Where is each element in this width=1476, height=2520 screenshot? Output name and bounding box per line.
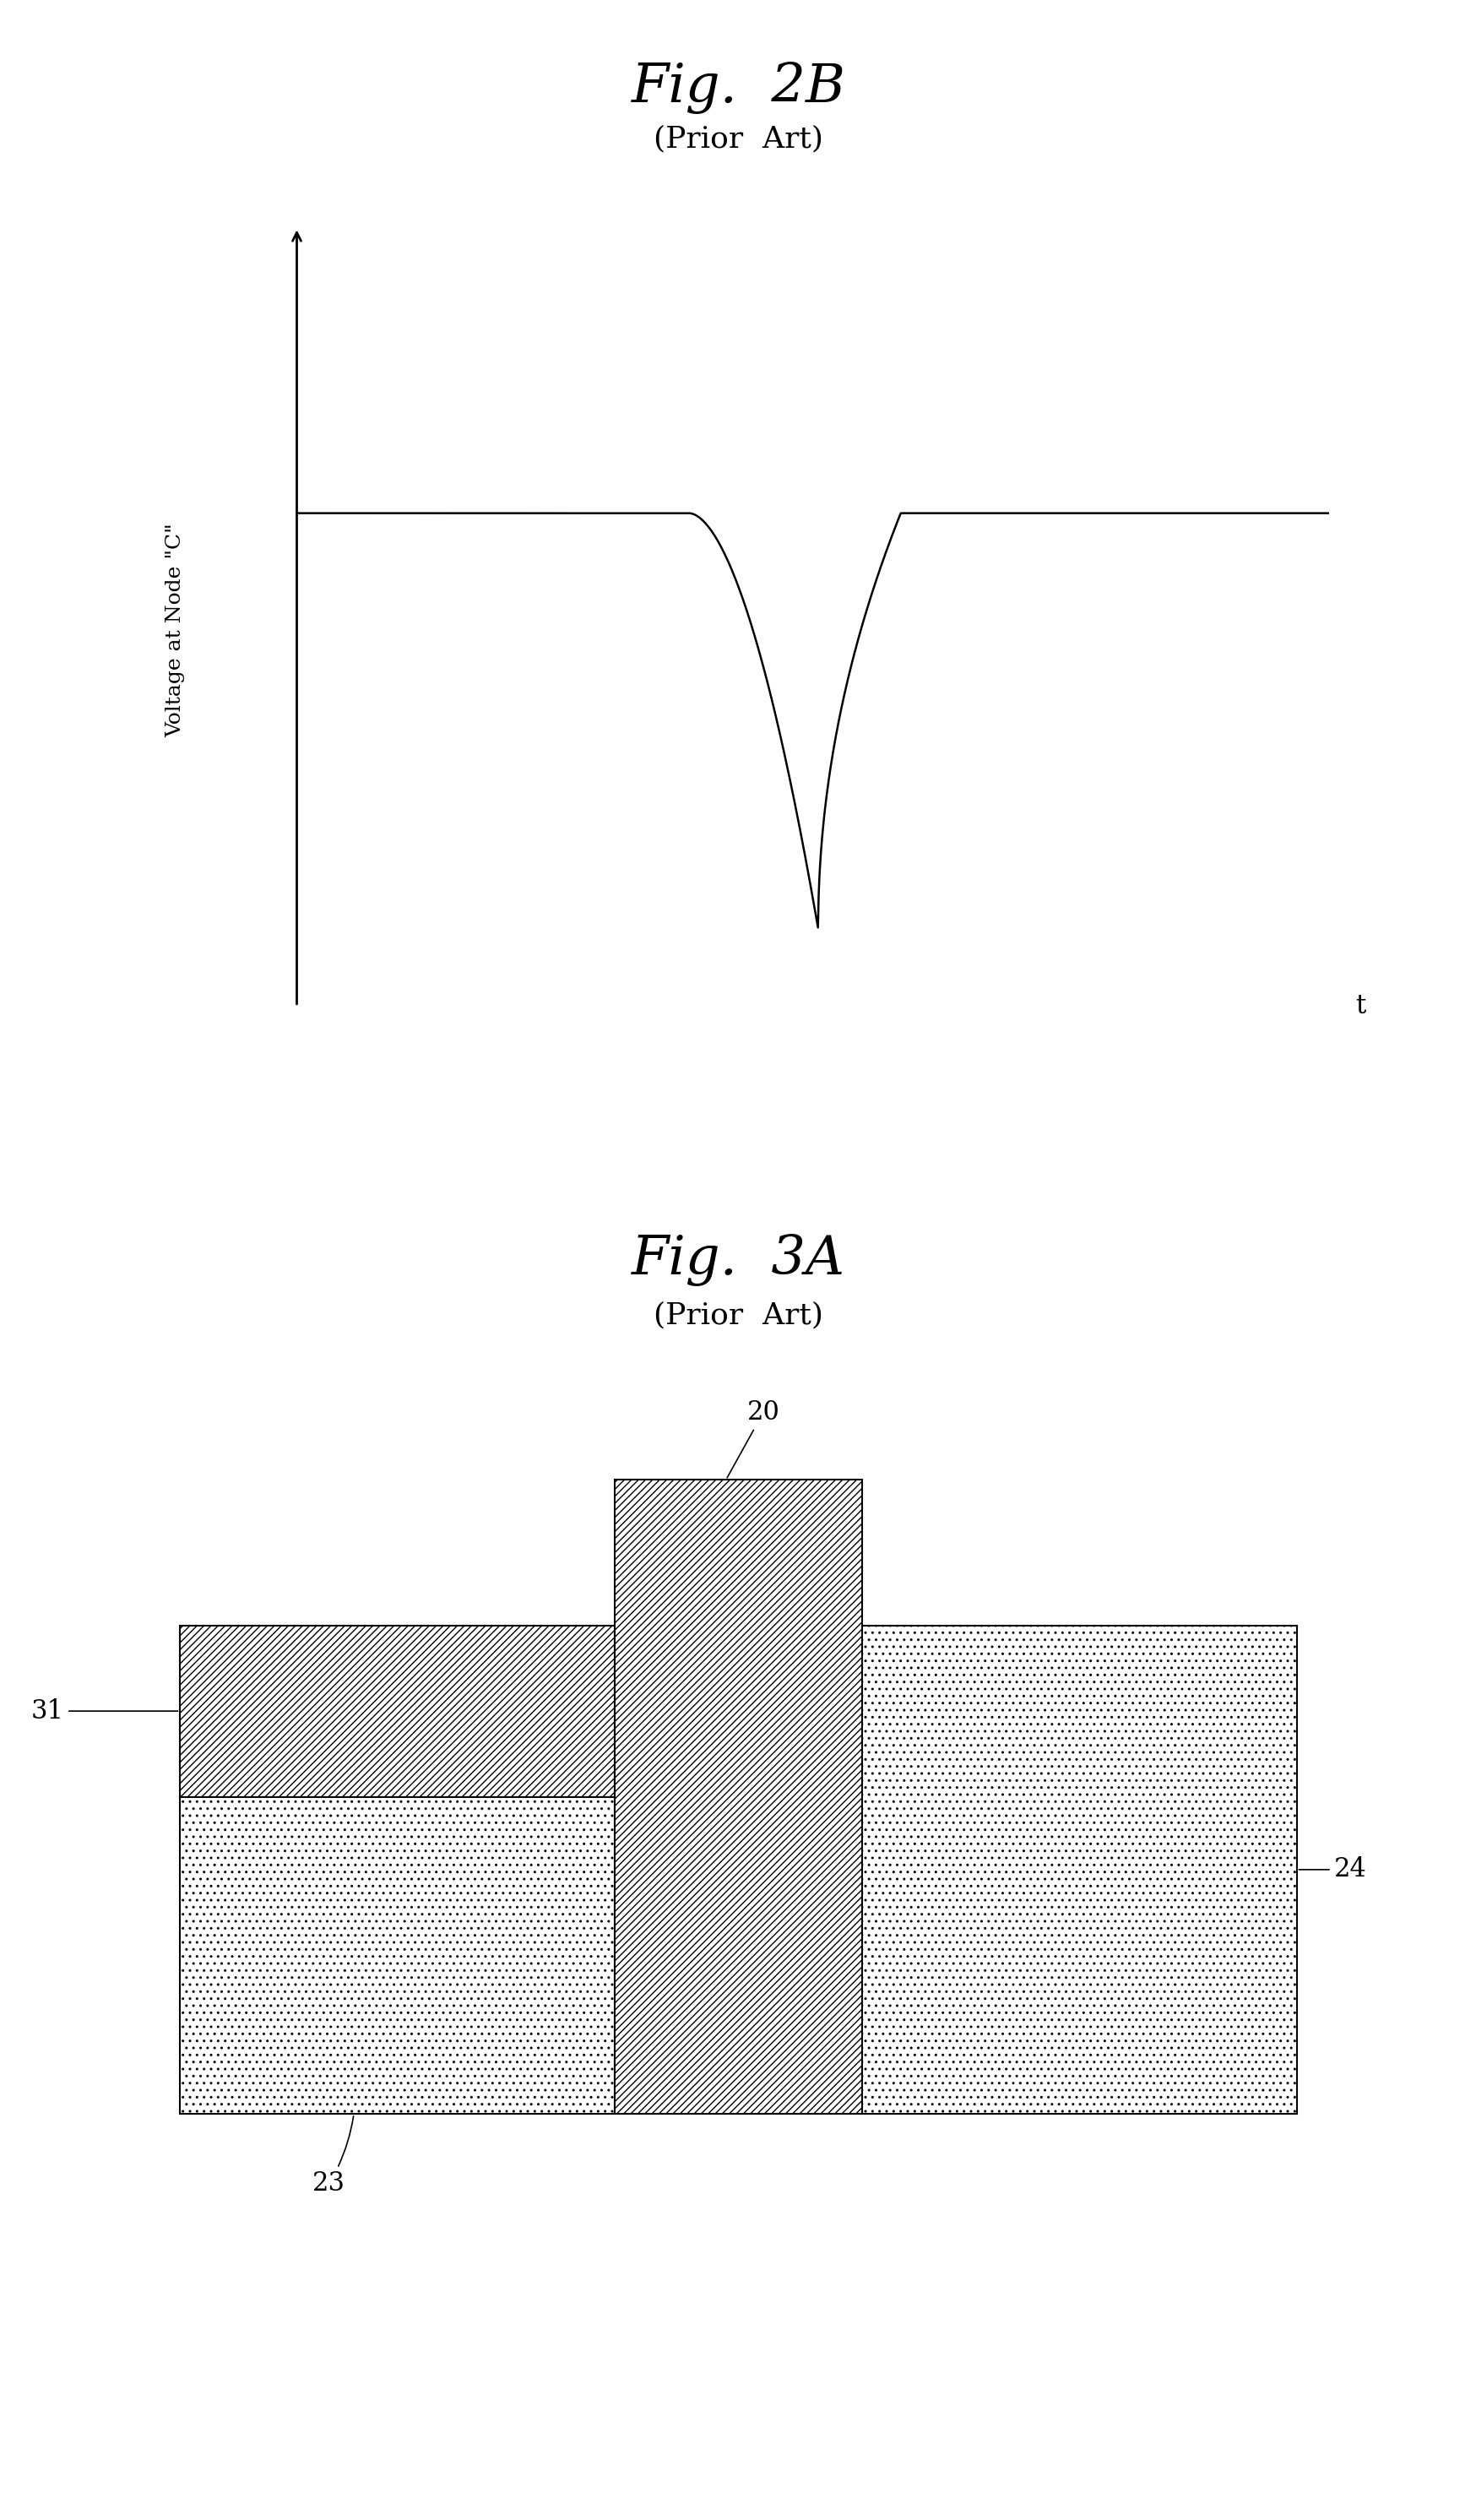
Text: (Prior  Art): (Prior Art) <box>654 1300 822 1331</box>
Text: Fig.  3A: Fig. 3A <box>632 1235 844 1285</box>
Text: (Prior  Art): (Prior Art) <box>654 123 822 154</box>
Text: 31: 31 <box>31 1698 177 1724</box>
Text: t: t <box>1353 993 1364 1021</box>
Bar <box>180 1625 614 1797</box>
Bar <box>614 1479 862 2114</box>
Bar <box>180 1797 614 2114</box>
Text: Voltage at Node "C": Voltage at Node "C" <box>165 522 184 738</box>
Text: 24: 24 <box>1299 1857 1365 1882</box>
Text: 20: 20 <box>726 1399 779 1477</box>
Bar <box>862 1625 1296 2114</box>
Text: Fig.  2B: Fig. 2B <box>630 63 846 113</box>
Text: 23: 23 <box>313 2117 353 2197</box>
